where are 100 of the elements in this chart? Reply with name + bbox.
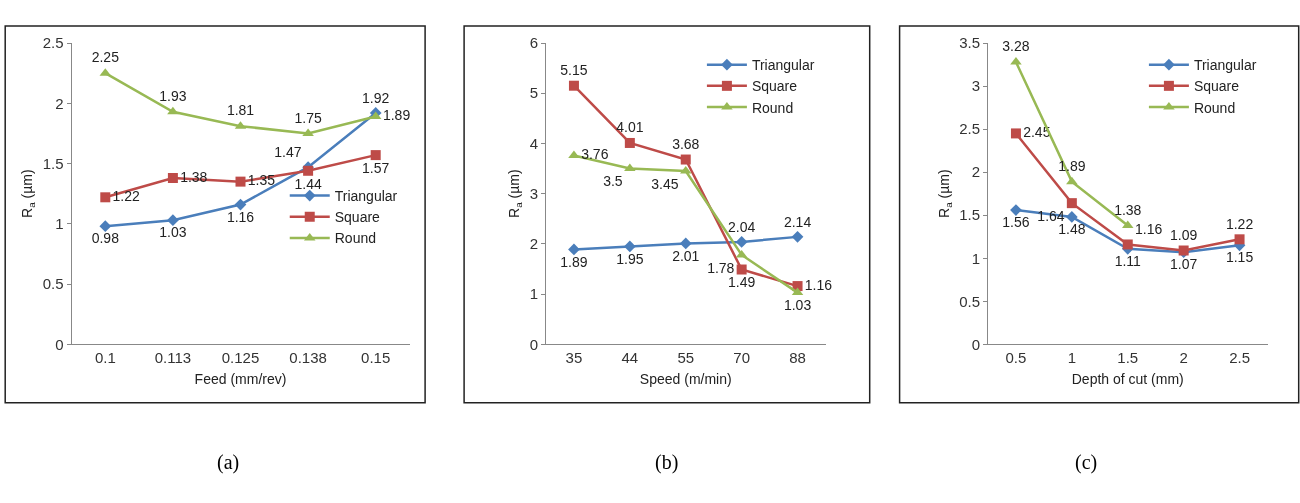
- data-label: 1.78: [707, 259, 735, 276]
- data-label: 1.16: [1135, 220, 1163, 237]
- data-label: 1.03: [783, 297, 812, 314]
- legend-label: Round: [334, 230, 377, 247]
- data-label: 4.01: [616, 119, 644, 136]
- y-tick-label: 1: [529, 285, 538, 303]
- y-tick-label: 0: [529, 335, 538, 353]
- data-label: 1.22: [1225, 215, 1254, 232]
- x-tick-label: 1.5: [1117, 349, 1139, 367]
- data-label: 5.15: [560, 61, 588, 78]
- point: [100, 192, 111, 203]
- y-tick-label: 1: [971, 249, 980, 267]
- legend-label: Triangular: [334, 188, 398, 204]
- text: (b): [655, 451, 679, 474]
- x-tick-label: 88: [789, 349, 806, 367]
- x-tick-label: 70: [733, 349, 750, 367]
- y-tick-label: 5: [529, 84, 538, 102]
- data-label: 1.15: [1225, 249, 1254, 266]
- point: [791, 231, 804, 243]
- point: [167, 173, 178, 184]
- y-tick-label: 2.5: [42, 34, 64, 52]
- x-tick-label: 0.15: [361, 349, 391, 367]
- x-axis-title: Speed (m/min): [639, 370, 732, 387]
- point: [736, 264, 747, 275]
- data-label: 2.25: [91, 49, 120, 66]
- y-tick-label: 3.5: [959, 34, 980, 52]
- data-label: 1.89: [382, 107, 411, 124]
- x-tick-label: 0.125: [221, 349, 260, 367]
- data-label: 1.44: [294, 175, 322, 192]
- point: [624, 137, 635, 148]
- y-tick-label: 6: [529, 34, 538, 52]
- data-label: 3.45: [651, 175, 679, 192]
- x-tick-label: 1: [1067, 349, 1077, 367]
- point: [1010, 128, 1021, 139]
- point: [1066, 176, 1078, 185]
- data-label: 3.28: [1002, 38, 1030, 55]
- x-tick-label: 2: [1179, 349, 1188, 367]
- x-axis-title: Depth of cut (mm): [1071, 370, 1184, 387]
- y-tick-label: 0.5: [42, 275, 64, 293]
- data-label: 1.93: [159, 87, 187, 104]
- x-tick-label: 35: [565, 349, 583, 367]
- point: [624, 240, 636, 253]
- data-label: 3.76: [581, 146, 609, 163]
- point: [1066, 198, 1077, 209]
- y-tick-label: 2: [971, 163, 980, 181]
- y-tick-label: 2: [55, 94, 64, 112]
- x-tick-label: 44: [621, 349, 639, 367]
- y-tick-label: 2: [529, 235, 538, 253]
- data-label: 1.11: [1114, 252, 1142, 269]
- point: [680, 154, 691, 165]
- point: [234, 198, 247, 211]
- y-tick-label: 3: [529, 184, 538, 202]
- data-label: 3.5: [603, 173, 623, 190]
- legend-label: Square: [1193, 78, 1240, 95]
- y-tick-label: 4: [529, 134, 538, 152]
- data-label: 1.57: [362, 159, 390, 176]
- point: [1234, 234, 1245, 245]
- x-tick-label: 2.5: [1229, 349, 1250, 367]
- y-tick-label: 3: [971, 77, 980, 95]
- point: [568, 243, 580, 256]
- data-label: 1.03: [159, 224, 187, 241]
- point: [624, 163, 636, 172]
- legend-label: Square: [334, 209, 381, 226]
- y-tick-label: 1: [55, 215, 64, 233]
- data-label: 1.92: [362, 89, 390, 106]
- data-label: 2.01: [672, 247, 700, 264]
- y-tick-label: 0: [55, 335, 64, 353]
- data-label: 1.47: [274, 144, 302, 161]
- data-label: 0.98: [91, 230, 120, 247]
- point: [1122, 239, 1133, 250]
- legend-label: Round: [1193, 99, 1236, 116]
- point: [235, 176, 246, 187]
- data-label: 1.81: [226, 102, 255, 119]
- x-tick-label: 55: [677, 349, 695, 367]
- data-label: 3.68: [672, 135, 700, 152]
- point: [568, 80, 579, 91]
- point: [568, 150, 580, 159]
- data-label: 1.16: [226, 208, 255, 225]
- data-label: 1.16: [804, 276, 833, 293]
- data-label: 1.95: [616, 250, 644, 267]
- legend-label: Square: [751, 78, 798, 95]
- legend-label: Triangular: [751, 57, 815, 74]
- y-tick-label: 1.5: [959, 206, 980, 224]
- point: [370, 150, 381, 161]
- data-label: 1.38: [1114, 201, 1142, 218]
- x-tick-label: 0.5: [1005, 349, 1027, 367]
- data-label: 1.07: [1170, 256, 1198, 273]
- data-label: 1.22: [112, 187, 141, 204]
- point: [679, 237, 692, 250]
- x-axis-title: Feed (mm/rev): [194, 370, 287, 387]
- y-tick-label: 0: [971, 335, 980, 353]
- data-label: 1.49: [728, 274, 756, 291]
- point: [303, 165, 314, 176]
- text: (c): [1075, 451, 1098, 474]
- x-tick-label: 0.113: [154, 349, 192, 367]
- data-label: 1.48: [1058, 221, 1086, 238]
- y-tick-label: 0.5: [959, 292, 980, 310]
- point: [167, 106, 179, 115]
- y-tick-label: 2.5: [959, 120, 980, 138]
- legend-label: Triangular: [1193, 57, 1257, 74]
